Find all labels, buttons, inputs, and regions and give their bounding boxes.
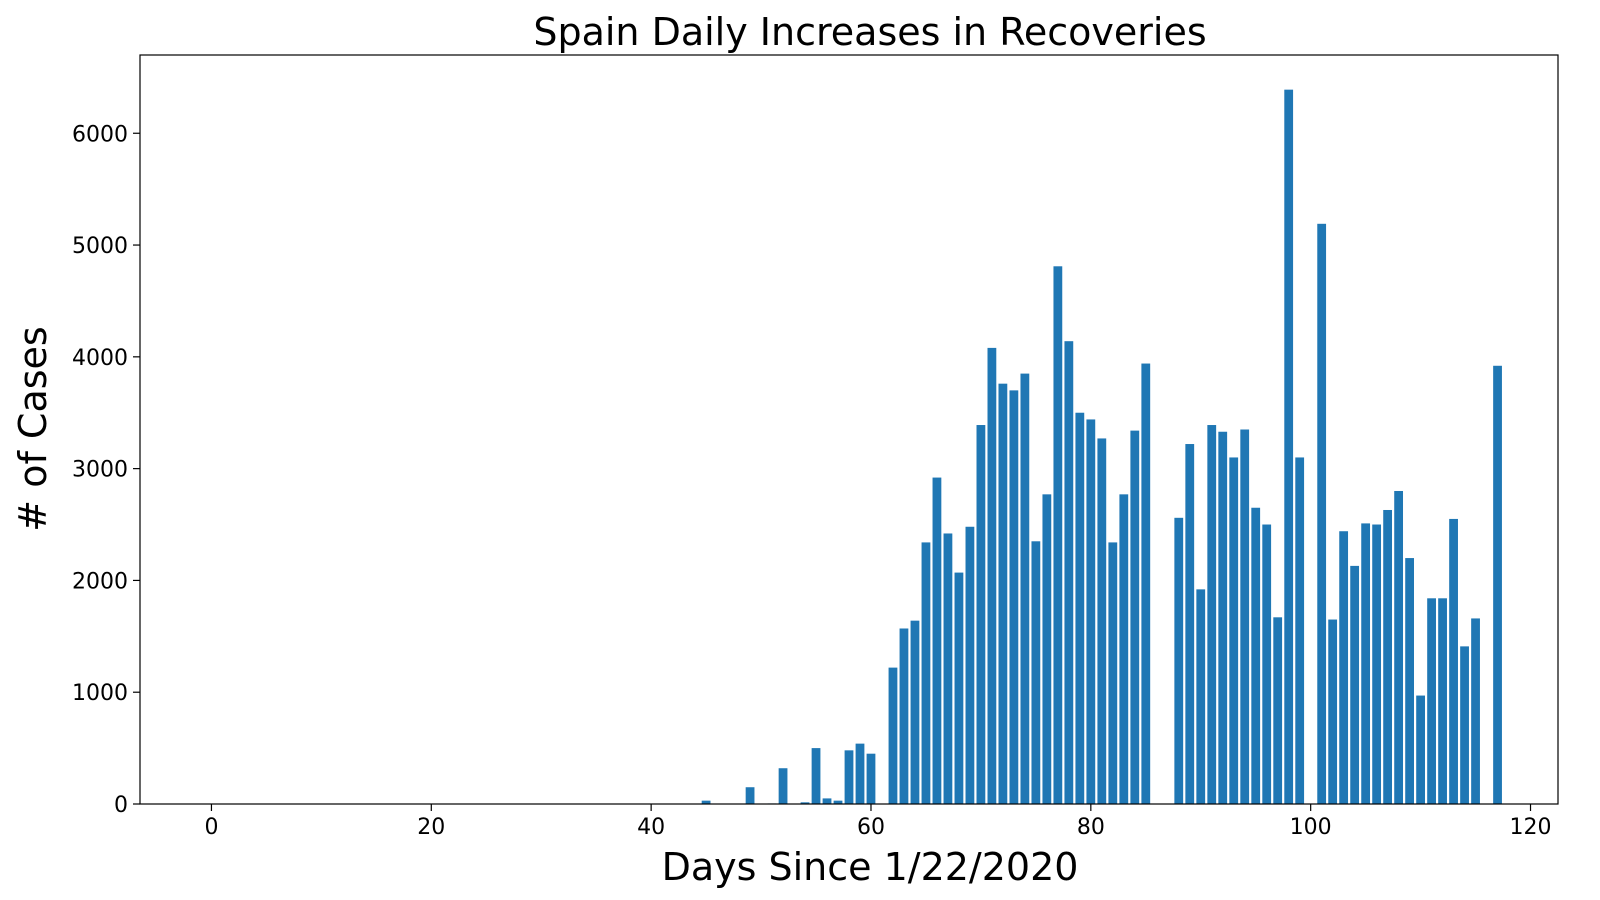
bar bbox=[1350, 565, 1360, 804]
bar bbox=[1405, 558, 1414, 804]
bar bbox=[1097, 438, 1107, 804]
bar bbox=[1394, 490, 1404, 804]
bar bbox=[1086, 419, 1096, 804]
bar bbox=[1196, 589, 1206, 804]
x-axis-ticks: 0 20 40 60 80 100 120 bbox=[204, 804, 1552, 840]
y-tick-label: 2000 bbox=[72, 569, 128, 594]
bar bbox=[1460, 646, 1469, 804]
bar bbox=[1009, 390, 1019, 804]
bars-group bbox=[470, 89, 1502, 805]
bar bbox=[1229, 457, 1239, 804]
bar bbox=[921, 542, 931, 804]
y-tick-label: 4000 bbox=[72, 346, 128, 371]
y-axis-ticks: 0 1000 2000 3000 4000 5000 6000 bbox=[72, 122, 140, 818]
plot-frame bbox=[139, 54, 1559, 805]
bar bbox=[1284, 89, 1294, 804]
x-tick-label: 80 bbox=[1077, 815, 1105, 840]
x-tick-label: 60 bbox=[857, 815, 885, 840]
bar bbox=[954, 572, 964, 804]
y-tick-label: 0 bbox=[114, 793, 128, 818]
bar bbox=[943, 533, 953, 804]
bar bbox=[1075, 412, 1085, 804]
bar bbox=[1383, 509, 1393, 804]
bar bbox=[1273, 617, 1283, 804]
bar bbox=[1042, 494, 1052, 804]
x-axis-label: Days Since 1/22/2020 bbox=[662, 845, 1079, 889]
x-tick-label: 20 bbox=[417, 815, 445, 840]
bar bbox=[1130, 430, 1140, 804]
bar bbox=[1339, 531, 1349, 804]
bar bbox=[822, 798, 832, 804]
bar bbox=[1141, 363, 1151, 804]
bar bbox=[844, 750, 854, 804]
bar bbox=[800, 802, 810, 804]
bar bbox=[866, 753, 876, 804]
y-tick-label: 1000 bbox=[72, 681, 128, 706]
bar bbox=[1471, 618, 1480, 804]
bar bbox=[701, 800, 711, 804]
bar bbox=[833, 800, 843, 804]
bar bbox=[1427, 598, 1436, 804]
chart-title: Spain Daily Increases in Recoveries bbox=[533, 10, 1206, 54]
bar bbox=[910, 620, 920, 804]
y-tick-label: 5000 bbox=[72, 234, 128, 259]
x-tick-label: 100 bbox=[1290, 815, 1332, 840]
bar bbox=[1218, 431, 1228, 804]
bar bbox=[1108, 542, 1118, 804]
bar bbox=[976, 425, 986, 804]
bar bbox=[1119, 494, 1129, 804]
x-tick-label: 40 bbox=[637, 815, 665, 840]
bar bbox=[1185, 444, 1195, 804]
y-tick-label: 3000 bbox=[72, 458, 128, 483]
x-tick-label: 120 bbox=[1510, 815, 1552, 840]
bar bbox=[932, 477, 942, 804]
bar bbox=[855, 743, 865, 804]
bar bbox=[1317, 223, 1327, 805]
bar bbox=[888, 667, 898, 804]
bar bbox=[1207, 425, 1217, 804]
x-tick-label: 0 bbox=[204, 815, 218, 840]
bar bbox=[1262, 524, 1272, 804]
bar bbox=[1251, 507, 1261, 804]
bar bbox=[965, 526, 975, 804]
bar bbox=[1493, 365, 1502, 804]
bar bbox=[1240, 429, 1250, 804]
bar bbox=[1438, 598, 1447, 804]
bar bbox=[1416, 695, 1425, 804]
bar bbox=[1295, 457, 1305, 804]
bar bbox=[987, 347, 997, 804]
bar bbox=[1174, 517, 1184, 804]
bar bbox=[778, 768, 788, 804]
bar bbox=[998, 383, 1008, 804]
y-axis-label: # of Cases bbox=[11, 326, 55, 531]
bar bbox=[1020, 373, 1030, 804]
y-tick-label: 6000 bbox=[72, 122, 128, 147]
bar bbox=[1328, 619, 1338, 804]
bar bbox=[1372, 524, 1382, 804]
bar bbox=[1053, 266, 1063, 804]
bar bbox=[1449, 518, 1458, 804]
bar bbox=[811, 748, 821, 804]
bar bbox=[745, 787, 755, 804]
bar bbox=[1031, 541, 1041, 804]
bar bbox=[1361, 523, 1371, 804]
bar bbox=[899, 628, 909, 804]
bar bbox=[1064, 341, 1074, 804]
